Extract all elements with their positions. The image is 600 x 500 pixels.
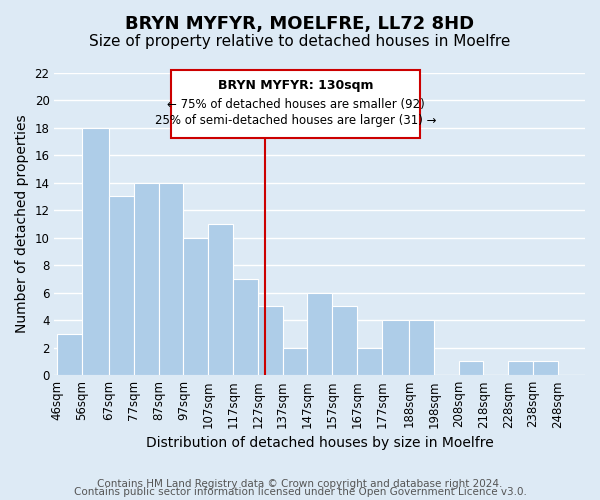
- Text: BRYN MYFYR, MOELFRE, LL72 8HD: BRYN MYFYR, MOELFRE, LL72 8HD: [125, 15, 475, 33]
- Bar: [233, 279, 258, 375]
- Bar: [158, 182, 184, 375]
- Text: Contains public sector information licensed under the Open Government Licence v3: Contains public sector information licen…: [74, 487, 526, 497]
- Text: BRYN MYFYR: 130sqm: BRYN MYFYR: 130sqm: [218, 79, 373, 92]
- Text: Contains HM Land Registry data © Crown copyright and database right 2024.: Contains HM Land Registry data © Crown c…: [97, 479, 503, 489]
- Bar: [57, 334, 82, 375]
- Bar: [307, 292, 332, 375]
- Text: 25% of semi-detached houses are larger (31) →: 25% of semi-detached houses are larger (…: [155, 114, 436, 127]
- Bar: [458, 362, 484, 375]
- Bar: [508, 362, 533, 375]
- Bar: [208, 224, 233, 375]
- X-axis label: Distribution of detached houses by size in Moelfre: Distribution of detached houses by size …: [146, 436, 494, 450]
- Bar: [357, 348, 382, 375]
- Bar: [332, 306, 357, 375]
- Text: ← 75% of detached houses are smaller (92): ← 75% of detached houses are smaller (92…: [167, 98, 424, 110]
- Bar: [533, 362, 558, 375]
- Text: Size of property relative to detached houses in Moelfre: Size of property relative to detached ho…: [89, 34, 511, 49]
- Bar: [283, 348, 307, 375]
- Bar: [134, 182, 158, 375]
- Bar: [409, 320, 434, 375]
- Bar: [184, 238, 208, 375]
- Bar: [382, 320, 409, 375]
- Bar: [258, 306, 283, 375]
- Bar: [82, 128, 109, 375]
- Bar: [109, 196, 134, 375]
- Y-axis label: Number of detached properties: Number of detached properties: [15, 114, 29, 333]
